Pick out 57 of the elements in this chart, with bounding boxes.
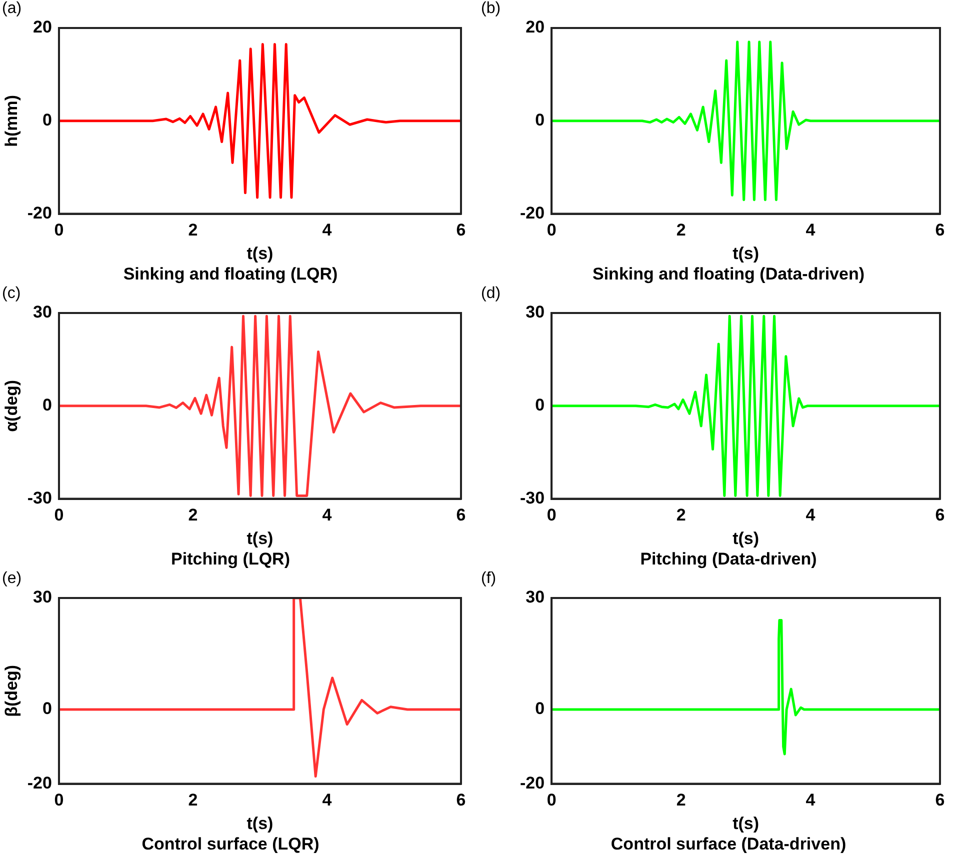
y-tick-label: 20	[526, 18, 545, 37]
y-axis-title: β(deg)	[2, 664, 21, 717]
text: Control surface (Data-driven)	[610, 834, 846, 854]
x-tick-label: 2	[676, 220, 686, 240]
x-tick-label: 6	[935, 790, 945, 810]
text: Sinking and floating (Data-driven)	[592, 264, 865, 284]
x-tick-label: 4	[322, 220, 332, 240]
x-tick-label: 6	[935, 506, 945, 525]
y-tick-label: 30	[526, 302, 545, 322]
y-tick-label: 30	[33, 588, 52, 607]
x-tick-label: 6	[935, 220, 945, 240]
text: (a)	[2, 0, 22, 18]
text: (e)	[2, 570, 22, 588]
y-tick-label: 30	[526, 588, 545, 607]
x-axis-title: t(s)	[246, 814, 274, 834]
x-tick-label: 6	[456, 506, 466, 525]
y-tick-label: 0	[535, 110, 545, 130]
x-tick-label: 6	[456, 790, 466, 810]
y-tick-label: 0	[535, 396, 545, 415]
x-axis-title: t(s)	[732, 244, 760, 264]
x-tick-label: 4	[322, 790, 332, 810]
text: Sinking and floating (LQR)	[123, 264, 338, 284]
y-tick-label: 0	[42, 110, 52, 130]
y-tick-label: 0	[42, 396, 52, 415]
x-tick-label: 2	[188, 790, 198, 810]
y-tick-label: -20	[27, 773, 52, 792]
x-axis-title: t(s)	[732, 814, 760, 834]
y-tick-label: -20	[520, 773, 545, 792]
text: (c)	[2, 285, 21, 303]
x-tick-label: 2	[188, 506, 198, 525]
x-tick-label: 2	[676, 790, 686, 810]
x-axis-title: t(s)	[246, 529, 274, 548]
x-tick-label: 4	[806, 220, 816, 240]
text: (d)	[481, 285, 501, 303]
x-tick-label: 2	[676, 506, 686, 525]
text: Pitching (LQR)	[171, 549, 290, 568]
x-tick-label: 6	[456, 220, 466, 240]
text: (b)	[481, 0, 501, 18]
y-tick-label: 0	[42, 699, 52, 718]
text: (f)	[481, 570, 496, 588]
x-axis-title: t(s)	[732, 529, 760, 548]
x-tick-label: 2	[188, 220, 198, 240]
text: Pitching (Data-driven)	[640, 549, 817, 568]
y-tick-label: -30	[520, 488, 545, 508]
text: Control surface (LQR)	[142, 834, 320, 854]
y-tick-label: -20	[27, 203, 52, 222]
x-tick-label: 4	[806, 506, 816, 525]
y-tick-label: -30	[27, 488, 52, 508]
y-tick-label: 30	[33, 302, 52, 322]
y-axis-title: h(mm)	[2, 94, 21, 147]
y-axis-title: α(deg)	[2, 380, 21, 432]
y-tick-label: 0	[535, 699, 545, 718]
x-axis-title: t(s)	[246, 244, 274, 264]
y-tick-label: -20	[520, 203, 545, 222]
x-tick-label: 4	[806, 790, 816, 810]
y-tick-label: 20	[33, 18, 52, 37]
x-tick-label: 4	[322, 506, 332, 525]
